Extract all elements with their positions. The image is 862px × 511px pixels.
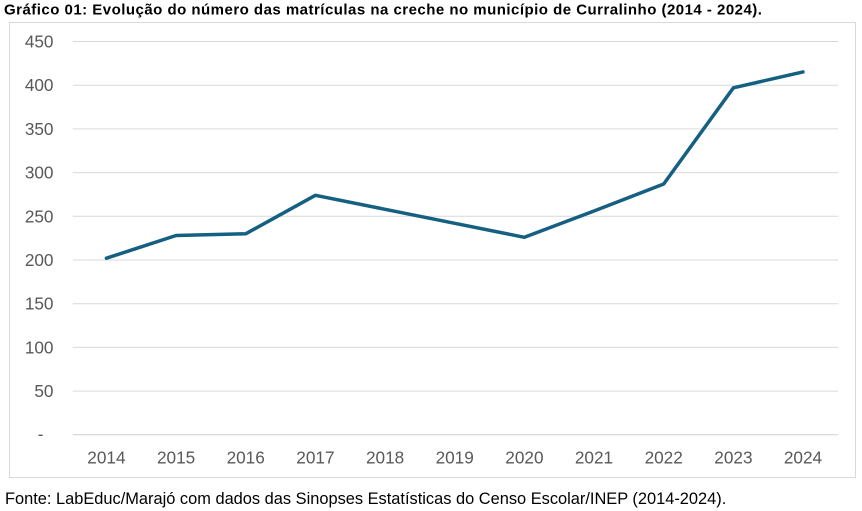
svg-text:2019: 2019 — [436, 448, 474, 468]
svg-text:2016: 2016 — [227, 448, 265, 468]
svg-text:400: 400 — [25, 75, 54, 95]
svg-text:2023: 2023 — [714, 448, 752, 468]
svg-text:2018: 2018 — [366, 448, 404, 468]
svg-text:2022: 2022 — [645, 448, 683, 468]
svg-text:250: 250 — [25, 206, 54, 226]
svg-text:350: 350 — [25, 119, 54, 139]
svg-text:Fonte: LabEduc/Marajó com dado: Fonte: LabEduc/Marajó com dados das Sino… — [5, 490, 726, 508]
svg-text:150: 150 — [25, 294, 54, 314]
svg-text:Gráfico 01: Evolução do número: Gráfico 01: Evolução do número das matrí… — [4, 2, 762, 19]
svg-text:2014: 2014 — [87, 448, 126, 468]
svg-text:450: 450 — [25, 32, 54, 52]
svg-text:300: 300 — [25, 163, 54, 183]
svg-text:2024: 2024 — [784, 448, 823, 468]
svg-text:2015: 2015 — [157, 448, 195, 468]
svg-text:-: - — [38, 424, 44, 444]
svg-text:50: 50 — [34, 381, 53, 401]
svg-text:2017: 2017 — [296, 448, 334, 468]
svg-text:200: 200 — [25, 250, 54, 270]
svg-text:2020: 2020 — [505, 448, 543, 468]
svg-text:2021: 2021 — [575, 448, 613, 468]
svg-text:100: 100 — [25, 337, 54, 357]
